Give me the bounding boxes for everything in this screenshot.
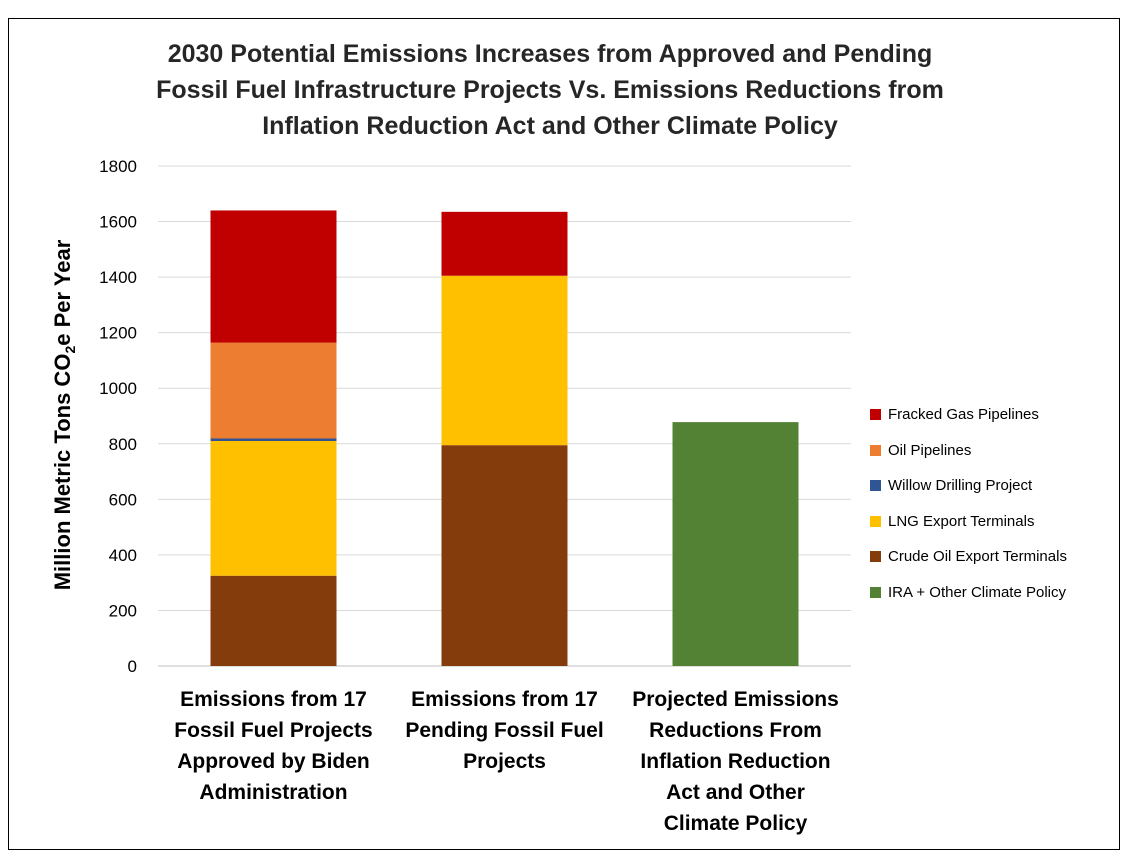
category-label: Projected Emissions Reductions From Inflat… xyxy=(616,684,856,839)
chart-title-line-1: 2030 Potential Emissions Increases from … xyxy=(167,40,933,68)
bar-segment xyxy=(441,445,568,666)
category-label-line: Reductions From xyxy=(649,719,822,742)
chart-title: 2030 Potential Emissions Increases from … xyxy=(80,36,1020,144)
legend-item: Fracked Gas Pipelines xyxy=(870,397,1067,433)
legend-item: Crude Oil Export Terminals xyxy=(870,539,1067,575)
category-label-line: Emissions from 17 xyxy=(411,688,598,711)
category-label-line: Pending Fossil Fuel xyxy=(405,719,604,742)
y-tick-label: 200 xyxy=(109,601,137,620)
bar-segment xyxy=(210,438,337,441)
legend-swatch xyxy=(870,409,881,421)
bar-segment xyxy=(210,210,337,343)
legend-item: IRA + Other Climate Policy xyxy=(870,575,1067,611)
chart-title-line-3: Inflation Reduction Act and Other Climat… xyxy=(262,112,838,140)
bar-segment xyxy=(441,211,568,276)
legend-label: IRA + Other Climate Policy xyxy=(888,583,1066,601)
bar-segment xyxy=(210,441,337,576)
legend-swatch xyxy=(870,480,881,492)
legend-label: Willow Drilling Project xyxy=(888,477,1033,495)
legend-label: Oil Pipelines xyxy=(888,441,972,459)
y-tick-label: 400 xyxy=(109,546,137,565)
y-tick-label: 1000 xyxy=(99,379,137,398)
legend-label: Fracked Gas Pipelines xyxy=(888,406,1039,424)
category-label-line: Emissions from 17 xyxy=(180,688,367,711)
bar-segment xyxy=(210,342,337,439)
y-tick-label: 1800 xyxy=(99,157,137,176)
category-label-line: Administration xyxy=(199,781,348,804)
category-label-line: Fossil Fuel Projects xyxy=(174,719,373,742)
legend-swatch xyxy=(870,515,881,527)
category-label: Emissions from 17 Pending Fossil Fuel Proj… xyxy=(385,684,625,777)
y-tick-label: 600 xyxy=(109,490,137,509)
category-label-line: Projects xyxy=(463,750,546,773)
category-label: Emissions from 17 Fossil Fuel Projects App… xyxy=(154,684,394,808)
category-label-line: Climate Policy xyxy=(663,812,808,835)
y-tick-label: 0 xyxy=(128,657,137,676)
legend: Fracked Gas Pipelines Oil Pipelines Willow… xyxy=(870,397,1067,610)
bar-segment xyxy=(441,275,568,446)
legend-label: Crude Oil Export Terminals xyxy=(888,548,1067,566)
legend-item: LNG Export Terminals xyxy=(870,504,1067,540)
legend-swatch xyxy=(870,586,881,598)
chart-title-line-2: Fossil Fuel Infrastructure Projects Vs. … xyxy=(156,76,944,104)
legend-item: Willow Drilling Project xyxy=(870,468,1067,504)
legend-item: Oil Pipelines xyxy=(870,433,1067,469)
category-label-line: Act and Other xyxy=(666,781,805,804)
category-label-line: Approved by Biden xyxy=(177,750,370,773)
y-tick-label: 1400 xyxy=(99,268,137,287)
legend-swatch xyxy=(870,444,881,456)
y-tick-label: 1600 xyxy=(99,213,137,232)
bar-segment xyxy=(210,575,337,666)
y-tick-label: 1200 xyxy=(99,324,137,343)
y-tick-label: 800 xyxy=(109,435,137,454)
legend-swatch xyxy=(870,551,881,563)
legend-label: LNG Export Terminals xyxy=(888,512,1035,530)
category-label-line: Inflation Reduction xyxy=(640,750,831,773)
bar-segment xyxy=(672,422,799,666)
category-label-line: Projected Emissions xyxy=(632,688,839,711)
